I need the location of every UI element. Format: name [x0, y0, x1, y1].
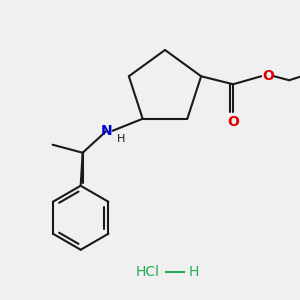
Text: O: O [227, 115, 239, 129]
Text: N: N [101, 124, 112, 138]
Text: O: O [262, 69, 274, 83]
Text: H: H [189, 265, 199, 279]
Text: H: H [116, 134, 125, 144]
Text: HCl: HCl [136, 265, 160, 279]
